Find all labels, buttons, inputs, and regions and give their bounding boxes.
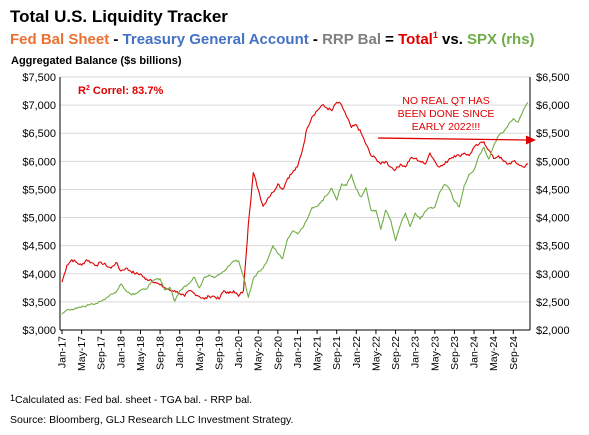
- x-tick-label: May-23: [429, 336, 441, 371]
- x-tick-label: Jan-17: [57, 336, 69, 368]
- right-tick-label: $3,000: [536, 269, 570, 281]
- x-tick-label: Sep-24: [508, 336, 520, 370]
- left-tick-label: $3,000: [22, 325, 56, 337]
- right-tick-label: $4,500: [536, 184, 570, 196]
- right-tick-label: $5,000: [536, 156, 570, 168]
- x-tick-label: Jan-22: [351, 336, 363, 368]
- subtitle-minus-2: -: [308, 31, 323, 48]
- callout-arrow-shaft: [377, 137, 529, 141]
- x-tick-label: Sep-17: [96, 336, 108, 370]
- x-tick-label: May-21: [312, 336, 324, 371]
- x-tick-label: Jan-19: [174, 336, 186, 368]
- subtitle-total: Total: [398, 31, 433, 48]
- left-axis: $3,000 $3,500 $4,000 $4,500 $5,000 $5,500 $6,0…: [22, 72, 61, 337]
- left-tick-label: $4,000: [22, 269, 56, 281]
- footnote-mark: 1: [10, 393, 16, 403]
- right-axis: $2,000 $2,500 $3,000 $3,500 $4,000 $4,500 $5,0…: [529, 72, 570, 337]
- subtitle-spx: SPX (rhs): [467, 31, 535, 48]
- grid-lines: [60, 76, 530, 303]
- left-tick-label: $7,500: [22, 72, 56, 84]
- footnote: 1Calculated as: Fed bal. sheet - TGA bal…: [10, 393, 253, 406]
- right-tick-label: $6,500: [536, 72, 570, 84]
- left-tick-label: $5,500: [22, 184, 56, 196]
- x-tick-label: Jan-21: [292, 336, 304, 368]
- x-tick-label: Sep-21: [331, 336, 343, 370]
- x-tick-label: May-20: [253, 336, 265, 371]
- right-tick-label: $2,000: [536, 325, 570, 337]
- x-axis: Jan-17 May-17 Sep-17 Jan-18 May-18 Sep-18 Jan-…: [57, 329, 530, 371]
- x-tick-label: Sep-22: [390, 336, 402, 370]
- x-tick-label: Jan-23: [410, 336, 422, 368]
- subtitle-vs: vs.: [437, 31, 468, 48]
- right-tick-label: $5,500: [536, 128, 570, 140]
- x-tick-label: Jan-18: [115, 336, 127, 368]
- footnote-text: Calculated as: Fed bal. sheet - TGA bal.…: [15, 394, 253, 406]
- x-tick-label: Sep-20: [272, 336, 284, 370]
- x-tick-label: May-22: [370, 336, 382, 371]
- callout-line: BEEN DONE SINCE: [398, 108, 495, 120]
- chart-title: Total U.S. Liquidity Tracker: [10, 7, 228, 26]
- total-liquidity-line: [61, 101, 529, 300]
- callout-line: NO REAL QT HAS: [402, 95, 490, 107]
- x-tick-label: Sep-19: [213, 336, 225, 370]
- plot-lines: [61, 101, 529, 315]
- right-tick-label: $3,500: [536, 241, 570, 253]
- x-tick-label: Jan-20: [233, 336, 245, 368]
- x-tick-label: Jan-24: [469, 336, 481, 368]
- left-tick-label: $6,000: [22, 156, 56, 168]
- subtitle-minus-1: -: [109, 31, 123, 48]
- x-tick-label: May-19: [194, 336, 206, 371]
- x-tick-label: Sep-18: [155, 336, 167, 370]
- subtitle-tga: Treasury General Account: [122, 31, 309, 48]
- subtitle-rrp-bal: RRP Bal: [322, 31, 381, 48]
- subtitle-equals: =: [381, 31, 399, 48]
- left-tick-label: $3,500: [22, 297, 56, 309]
- callout-line: EARLY 2022!!!: [412, 121, 481, 133]
- spx-line: [61, 101, 529, 315]
- right-tick-label: $4,000: [536, 213, 570, 225]
- callout-arrow-head: [526, 135, 536, 145]
- right-tick-label: $6,000: [536, 100, 570, 112]
- source-note: Source: Bloomberg, GLJ Research LLC Inve…: [10, 414, 294, 426]
- left-tick-label: $5,000: [22, 213, 56, 225]
- x-tick-label: May-18: [135, 336, 147, 371]
- right-tick-label: $2,500: [536, 297, 570, 309]
- left-tick-label: $6,500: [22, 128, 56, 140]
- y-axis-label: Aggregated Balance ($s billions): [11, 55, 182, 67]
- left-tick-label: $7,000: [22, 100, 56, 112]
- x-tick-label: Sep-23: [449, 336, 461, 370]
- chart-subtitle: Fed Bal Sheet - Treasury General Account…: [10, 30, 535, 48]
- left-tick-label: $4,500: [22, 241, 56, 253]
- x-tick-label: May-24: [488, 336, 500, 371]
- subtitle-total-footnote-mark: 1: [432, 30, 438, 40]
- x-tick-label: May-17: [76, 336, 88, 371]
- subtitle-fed-bal-sheet: Fed Bal Sheet: [10, 31, 110, 48]
- correlation-label: R2 Correl: 83.7%: [78, 85, 163, 97]
